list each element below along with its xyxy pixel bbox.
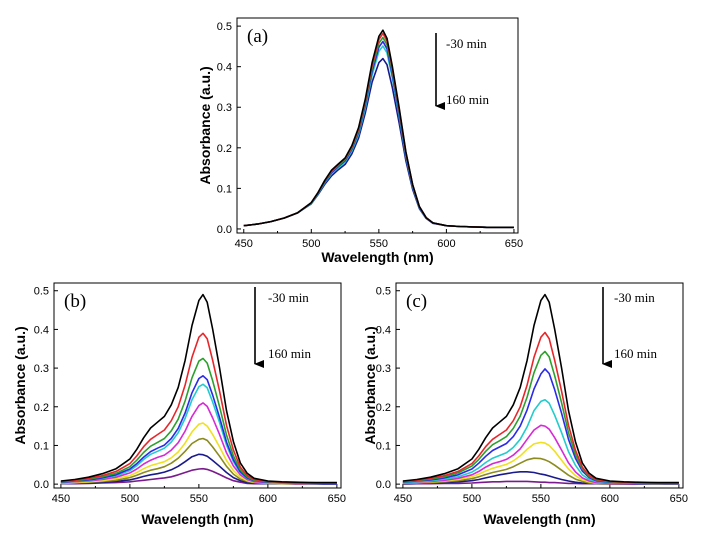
- x-tick-label: 450: [394, 493, 412, 505]
- x-tick-label: 600: [259, 493, 277, 505]
- y-tick-label: 0.2: [376, 402, 391, 414]
- y-tick-label: 0.4: [34, 324, 49, 336]
- y-tick-label: 0.4: [376, 324, 391, 336]
- y-axis-title: Absorbance (a.u.): [362, 326, 378, 444]
- panel-label: (c): [406, 291, 427, 312]
- time-end-label: 160 min: [614, 346, 657, 361]
- x-axis-title: Wavelength (nm): [483, 511, 595, 527]
- y-tick-label: 0.0: [376, 479, 391, 491]
- series-line-3: [60, 357, 337, 484]
- x-axis-title: Wavelength (nm): [141, 511, 253, 527]
- y-tick-label: 0.3: [376, 363, 391, 375]
- series-line-1: [243, 29, 514, 229]
- x-tick-label: 600: [601, 493, 619, 505]
- y-tick-label: 0.2: [34, 402, 49, 414]
- y-tick-label: 0.0: [34, 479, 49, 491]
- series-line-1: [60, 293, 337, 484]
- panel-a: 450 500 550 600 650 0.0 0.1 0.2 0.3 0.4 0.5 Wavelen…: [197, 17, 523, 265]
- series-line-1: [402, 293, 679, 484]
- x-tick-label: 650: [328, 493, 346, 505]
- y-tick-label: 0.5: [376, 286, 391, 298]
- time-start-label: -30 min: [268, 290, 309, 305]
- x-tick-label: 550: [370, 238, 388, 250]
- x-tick-label: 650: [505, 238, 523, 250]
- y-tick-label: 0.2: [217, 143, 232, 155]
- panel-label: (b): [64, 291, 86, 312]
- x-tick-label: 600: [437, 238, 455, 250]
- x-tick-label: 550: [190, 493, 208, 505]
- y-tick-label: 0.0: [217, 224, 232, 236]
- plot-frame: [395, 282, 684, 489]
- x-tick-label: 500: [121, 493, 139, 505]
- series-lines: [243, 29, 514, 229]
- time-start-label: -30 min: [446, 36, 487, 51]
- series-line-3: [402, 350, 679, 484]
- series-line-5: [243, 45, 514, 229]
- series-line-6: [243, 57, 514, 229]
- panel-c: 450 500 550 600 650 0.0 0.1 0.2 0.3 0.4 0.5 Wavelen…: [362, 282, 688, 527]
- series-lines: [60, 293, 337, 485]
- panel-b: 450 500 550 600 650 0.0 0.1 0.2 0.3 0.4 0.5 Wavelen…: [12, 282, 346, 527]
- x-axis-title: Wavelength (nm): [321, 249, 433, 265]
- y-tick-label: 0.1: [376, 440, 391, 452]
- x-tick-label: 650: [670, 493, 688, 505]
- y-axis-title: Absorbance (a.u.): [197, 66, 213, 184]
- series-line-4: [243, 40, 514, 229]
- y-tick-label: 0.4: [217, 62, 232, 74]
- x-tick-label: 450: [52, 493, 70, 505]
- series-line-6: [60, 402, 337, 485]
- time-end-label: 160 min: [446, 92, 489, 107]
- x-tick-label: 500: [463, 493, 481, 505]
- time-end-label: 160 min: [268, 346, 311, 361]
- y-tick-label: 0.1: [34, 440, 49, 452]
- x-tick-label: 500: [302, 238, 320, 250]
- panel-label: (a): [247, 26, 268, 47]
- y-tick-label: 0.1: [217, 183, 232, 195]
- y-tick-label: 0.5: [34, 286, 49, 298]
- y-axis-title: Absorbance (a.u.): [12, 326, 28, 444]
- plot-frame: [53, 282, 342, 489]
- y-tick-label: 0.3: [217, 102, 232, 114]
- time-start-label: -30 min: [614, 290, 655, 305]
- series-line-7: [60, 422, 337, 485]
- series-lines: [402, 293, 679, 485]
- x-tick-label: 450: [235, 238, 253, 250]
- plot-frame: [236, 17, 519, 234]
- x-tick-label: 550: [532, 493, 550, 505]
- series-line-4: [60, 374, 337, 485]
- series-line-3: [243, 36, 514, 229]
- y-tick-label: 0.3: [34, 363, 49, 375]
- y-tick-label: 0.5: [217, 21, 232, 33]
- series-line-5: [402, 398, 679, 485]
